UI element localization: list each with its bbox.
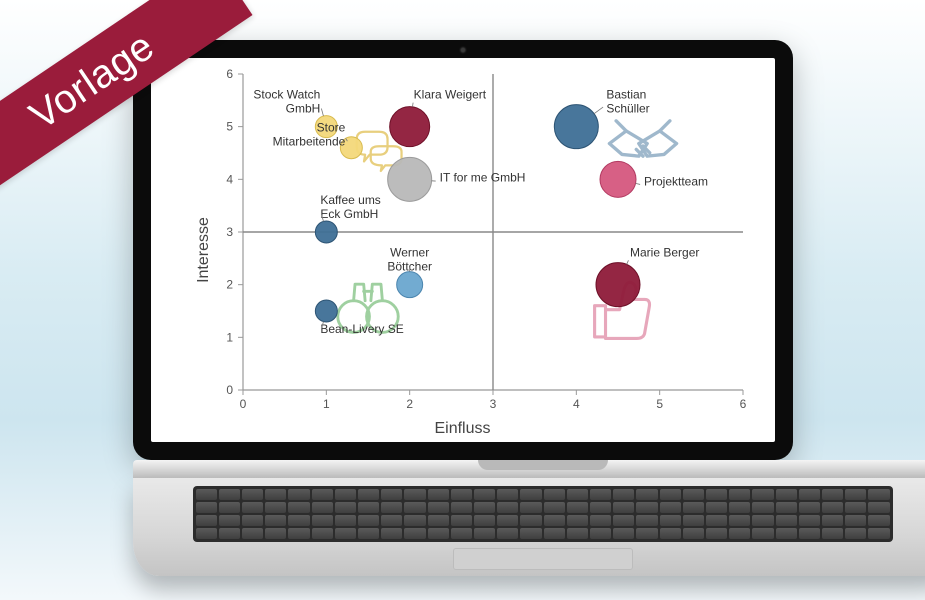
- svg-text:Klara Weigert: Klara Weigert: [413, 88, 486, 102]
- svg-text:GmbH: GmbH: [285, 102, 320, 116]
- laptop-deck: [133, 460, 925, 576]
- svg-text:4: 4: [572, 397, 579, 411]
- svg-text:2: 2: [226, 278, 233, 292]
- svg-text:2: 2: [406, 397, 413, 411]
- laptop-mockup: 0 1 2 3 4 5 6 0 1 2 3 4 5 6 Stock WatchGmbH StoreMitarb…: [133, 40, 793, 576]
- chart-svg: 0 1 2 3 4 5 6 0 1 2 3 4 5 6 Stock WatchGmbH StoreMitarb…: [151, 58, 775, 442]
- svg-text:Mitarbeitende: Mitarbeitende: [272, 135, 345, 149]
- svg-text:Schüller: Schüller: [606, 102, 649, 116]
- svg-text:5: 5: [226, 120, 233, 134]
- svg-text:0: 0: [239, 397, 246, 411]
- svg-text:Store: Store: [316, 121, 345, 135]
- svg-text:Projektteam: Projektteam: [644, 174, 708, 188]
- laptop-hinge: [133, 460, 925, 478]
- x-axis-label: Einfluss: [434, 420, 490, 438]
- laptop-screen-bezel: 0 1 2 3 4 5 6 0 1 2 3 4 5 6 Stock WatchGmbH StoreMitarb…: [133, 40, 793, 460]
- svg-text:6: 6: [739, 397, 746, 411]
- svg-text:Marie Berger: Marie Berger: [630, 246, 699, 260]
- svg-text:4: 4: [226, 172, 233, 186]
- stakeholder-chart: 0 1 2 3 4 5 6 0 1 2 3 4 5 6 Stock WatchGmbH StoreMitarb…: [151, 58, 775, 442]
- svg-text:5: 5: [656, 397, 663, 411]
- svg-text:Werner: Werner: [390, 246, 429, 260]
- laptop-screen: 0 1 2 3 4 5 6 0 1 2 3 4 5 6 Stock WatchGmbH StoreMitarb…: [151, 58, 775, 442]
- y-axis-label: Interesse: [194, 217, 212, 283]
- svg-text:1: 1: [322, 397, 329, 411]
- svg-text:Stock Watch: Stock Watch: [253, 88, 320, 102]
- laptop-base: [133, 478, 925, 576]
- svg-text:3: 3: [489, 397, 496, 411]
- stage: Vorlage 01234560123456Stock WatchGmbHSto…: [0, 0, 925, 600]
- svg-text:3: 3: [226, 225, 233, 239]
- svg-text:0: 0: [226, 383, 233, 397]
- svg-text:IT for me GmbH: IT for me GmbH: [439, 170, 525, 184]
- svg-text:Eck GmbH: Eck GmbH: [320, 207, 378, 221]
- svg-text:Kaffee ums: Kaffee ums: [320, 193, 380, 207]
- camera-dot-icon: [459, 46, 467, 54]
- svg-text:1: 1: [226, 330, 233, 344]
- svg-text:Bastian: Bastian: [606, 88, 646, 102]
- keyboard-icon: [193, 486, 893, 542]
- svg-text:6: 6: [226, 67, 233, 81]
- trackpad-icon: [453, 548, 633, 570]
- svg-text:Bean-Livery SE: Bean-Livery SE: [320, 322, 403, 336]
